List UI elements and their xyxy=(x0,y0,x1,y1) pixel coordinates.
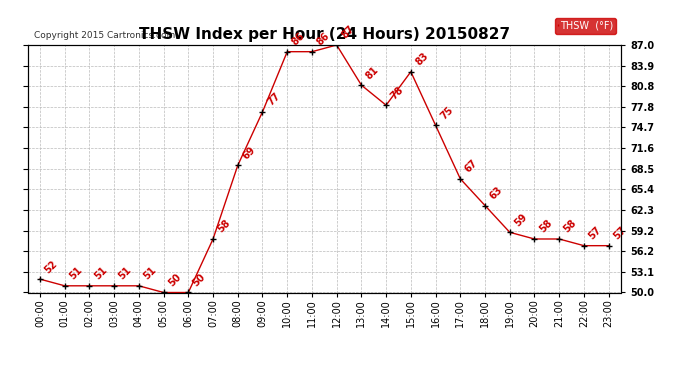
Text: 52: 52 xyxy=(43,258,59,275)
Text: 51: 51 xyxy=(141,265,158,282)
Text: 58: 58 xyxy=(538,218,554,235)
Text: 75: 75 xyxy=(438,105,455,121)
Text: 59: 59 xyxy=(513,211,529,228)
Text: 77: 77 xyxy=(265,91,282,108)
Title: THSW Index per Hour (24 Hours) 20150827: THSW Index per Hour (24 Hours) 20150827 xyxy=(139,27,510,42)
Text: 86: 86 xyxy=(290,31,306,48)
Text: 51: 51 xyxy=(68,265,84,282)
Text: 58: 58 xyxy=(216,218,233,235)
Text: 50: 50 xyxy=(166,272,183,288)
Text: 87: 87 xyxy=(339,24,356,41)
Text: 78: 78 xyxy=(389,84,406,101)
Text: 83: 83 xyxy=(413,51,431,68)
Text: 57: 57 xyxy=(611,225,628,242)
Text: 58: 58 xyxy=(562,218,579,235)
Text: 50: 50 xyxy=(191,272,208,288)
Text: 57: 57 xyxy=(586,225,603,242)
Text: 63: 63 xyxy=(488,185,504,201)
Text: 67: 67 xyxy=(463,158,480,175)
Text: 81: 81 xyxy=(364,64,381,81)
Legend: THSW  (°F): THSW (°F) xyxy=(555,18,616,33)
Text: 51: 51 xyxy=(117,265,134,282)
Text: 69: 69 xyxy=(241,145,257,161)
Text: 51: 51 xyxy=(92,265,109,282)
Text: 86: 86 xyxy=(315,31,331,48)
Text: Copyright 2015 Cartronics.com: Copyright 2015 Cartronics.com xyxy=(34,31,175,40)
